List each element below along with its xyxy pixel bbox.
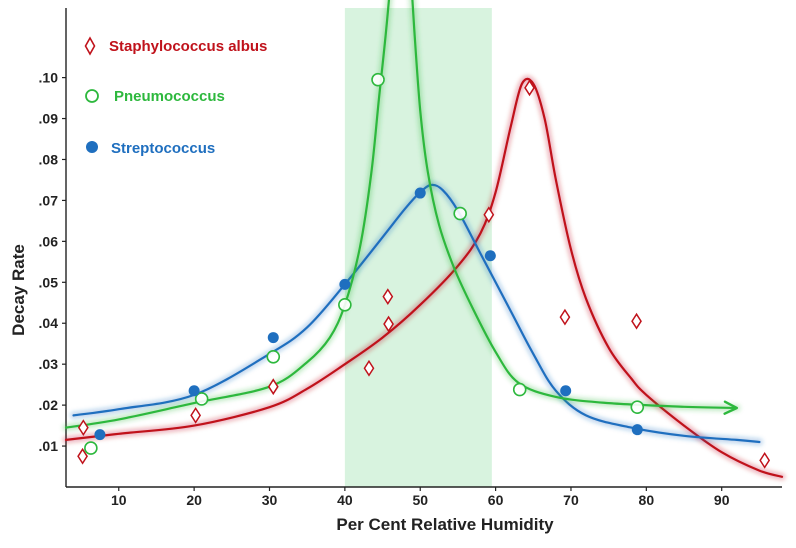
legend-item-pneumococcus: Pneumococcus [85, 88, 225, 105]
axes [62, 8, 782, 491]
legend-item-streptococcus: Streptococcus [86, 140, 215, 157]
legend-label-pneumococcus: Pneumococcus [114, 88, 225, 105]
y-tick-label: .03 [39, 356, 59, 372]
pneumococcus-point [512, 382, 527, 397]
x-tick-label: 50 [412, 492, 428, 508]
staphylococcus-albus-point [382, 288, 394, 306]
legend: Staphylococcus albus Pneumococcus Strept… [84, 36, 267, 157]
legend-diamond-marker [84, 36, 96, 56]
pneumococcus-point [630, 400, 645, 414]
staphylococcus-albus-point [759, 452, 771, 469]
pneumococcus-point [84, 441, 98, 455]
pneumococcus-point [453, 206, 467, 221]
x-tick-label: 90 [714, 492, 730, 508]
x-tick-label: 30 [262, 492, 278, 508]
staphylococcus-albus-point [524, 79, 535, 97]
y-tick-label: .02 [39, 397, 59, 413]
streptococcus-point [339, 278, 351, 290]
y-tick-label: .04 [39, 315, 59, 331]
x-tick-label: 40 [337, 492, 353, 508]
legend-filled-circle-marker [86, 141, 98, 153]
x-tick-label: 80 [639, 492, 655, 508]
y-tick-label: .01 [39, 438, 59, 454]
y-tick-label: .05 [39, 274, 59, 290]
staphylococcus-albus-point [190, 406, 202, 424]
y-tick-label: .09 [39, 111, 59, 127]
x-tick-label: 60 [488, 492, 504, 508]
streptococcus-point [560, 385, 572, 397]
staphylococcus-albus-point [267, 378, 279, 396]
tick-labels: 10 20 30 40 50 60 70 80 90 .01 .02 .03 .04 .05 .06 .07.… [39, 70, 730, 508]
pneumococcus-point [338, 298, 352, 312]
staphylococcus-albus-point [77, 419, 89, 437]
pneumococcus-fit-curve-left [64, 0, 391, 429]
streptococcus-point [94, 429, 106, 441]
y-tick-label: .07 [39, 192, 59, 208]
staphylococcus-albus-point [559, 308, 571, 326]
streptococcus-point [414, 187, 426, 199]
pneumococcus-point [371, 72, 385, 87]
staphylococcus-albus-point [77, 447, 88, 465]
y-tick-label: .06 [39, 233, 59, 249]
x-tick-label: 10 [111, 492, 127, 508]
legend-open-circle-marker [85, 89, 99, 103]
staphylococcus-albus-point [363, 359, 375, 377]
y-tick-label: .10 [39, 70, 59, 86]
legend-label-streptococcus: Streptococcus [111, 140, 215, 157]
staphylococcus-albus-point [631, 312, 642, 330]
y-axis-title: Decay Rate [9, 244, 28, 336]
streptococcus-point [188, 385, 200, 397]
x-tick-label: 20 [186, 492, 202, 508]
streptococcus-point [267, 332, 279, 344]
legend-item-staphylococcus: Staphylococcus albus [84, 36, 267, 56]
data-points [77, 72, 771, 469]
x-axis-title: Per Cent Relative Humidity [336, 515, 554, 534]
pneumococcus-arrow-right [723, 400, 738, 415]
legend-label-staphylococcus: Staphylococcus albus [109, 38, 267, 55]
staphylococcus-fit-curve [64, 77, 784, 478]
x-tick-label: 70 [563, 492, 579, 508]
pneumococcus-point [194, 392, 209, 406]
staphylococcus-albus-point [383, 315, 394, 333]
staphylococcus-albus-point [483, 206, 495, 224]
pneumococcus-fit-curve-right [411, 0, 738, 410]
streptococcus-point [631, 424, 643, 436]
streptococcus-point [484, 250, 496, 262]
pneumococcus-point [266, 350, 281, 364]
y-tick-label: .08 [39, 151, 59, 167]
